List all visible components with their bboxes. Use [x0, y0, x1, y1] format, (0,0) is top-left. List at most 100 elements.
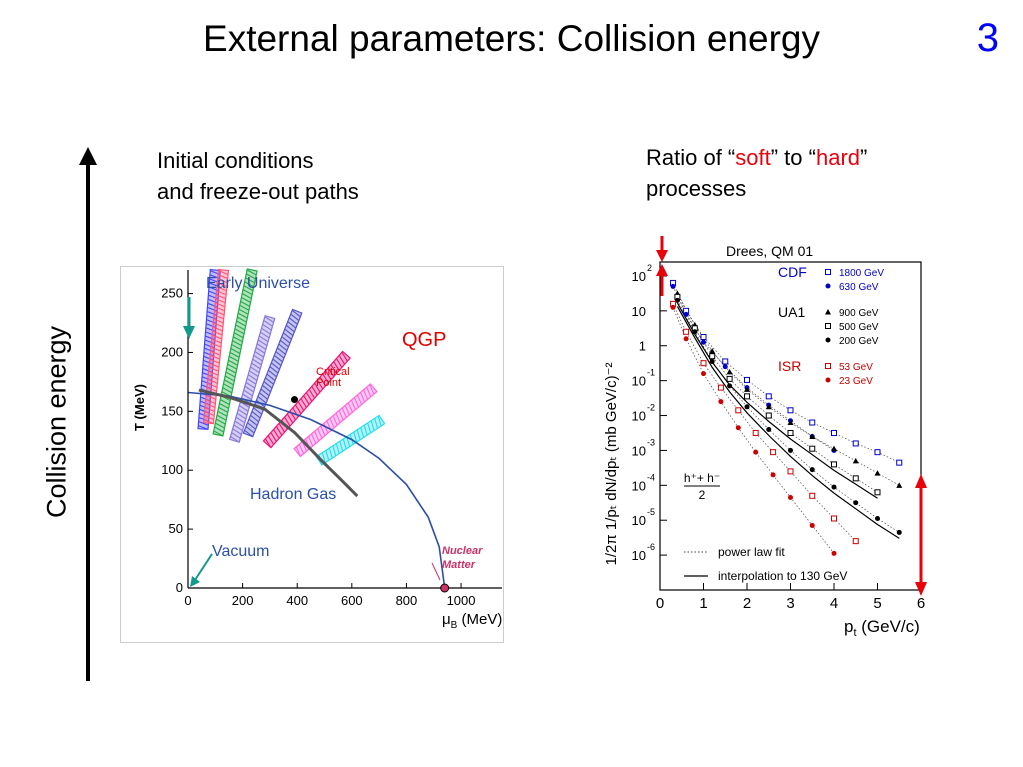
data-point — [809, 433, 816, 439]
freeze-out-hatch — [258, 335, 269, 343]
freeze-out-band — [315, 414, 386, 466]
freeze-out-hatch — [282, 332, 292, 340]
freeze-out-hatch — [248, 370, 259, 377]
freeze-out-hatch — [224, 379, 234, 386]
data-point — [874, 449, 881, 456]
freeze-out-hatch — [265, 377, 274, 385]
data-point — [753, 449, 759, 455]
freeze-out-hatch — [212, 326, 223, 332]
freeze-out-hatch — [206, 386, 217, 392]
freeze-out-hatch — [322, 373, 329, 384]
freeze-out-hatch — [224, 375, 235, 382]
freeze-out-hatch — [231, 344, 242, 351]
vacuum-arrow-head — [190, 576, 200, 587]
freeze-out-hatch — [263, 381, 273, 389]
freeze-out-hatch — [325, 370, 332, 381]
freeze-out-hatch — [341, 407, 347, 418]
freeze-out-hatch — [208, 370, 219, 376]
freeze-out-hatch — [198, 425, 209, 430]
legend-group-label: CDF — [778, 264, 807, 280]
phase-x-tick-label: 1000 — [447, 593, 476, 608]
data-point — [809, 419, 816, 426]
freeze-out-hatch — [226, 367, 237, 374]
freeze-out-hatch — [255, 347, 266, 354]
freeze-out-hatch — [229, 351, 240, 358]
freeze-out-hatch — [231, 432, 241, 439]
freeze-out-hatch — [250, 366, 260, 374]
freeze-out-hatch — [245, 273, 256, 280]
freeze-out-hatch — [205, 398, 216, 404]
freeze-out-band — [202, 268, 230, 425]
data-point — [722, 364, 728, 370]
freeze-out-hatch — [273, 354, 283, 363]
freeze-out-hatch — [335, 358, 343, 368]
spectra-x-tick-label: 3 — [786, 595, 794, 612]
freeze-out-hatch — [281, 336, 291, 344]
freeze-out-hatch — [279, 339, 289, 348]
freeze-out-hatch — [370, 420, 375, 431]
freeze-out-hatch — [218, 270, 229, 276]
critical-label-1: Critical — [316, 366, 350, 378]
freeze-out-hatch — [335, 443, 340, 454]
freeze-out-hatch — [332, 445, 337, 456]
data-point — [718, 399, 724, 405]
crossover-line — [198, 388, 359, 498]
freeze-out-hatch — [328, 447, 333, 459]
freeze-out-hatch — [257, 339, 268, 347]
freeze-out-hatch — [215, 422, 225, 429]
interpolation-line — [676, 306, 900, 539]
legend-marker — [825, 323, 831, 329]
freeze-out-hatch — [311, 385, 318, 396]
phase-axes: 0 200 400 600 800 1000 0 50 100 150 200 250 — [161, 270, 502, 608]
freeze-out-hatch — [237, 312, 248, 319]
data-point — [735, 407, 742, 414]
freeze-out-hatch — [276, 347, 286, 355]
freeze-out-hatch — [237, 408, 248, 416]
freeze-out-hatch — [234, 420, 244, 428]
data-point — [831, 515, 837, 522]
freeze-out-hatch — [350, 399, 356, 410]
freeze-out-hatch — [207, 378, 218, 384]
legend-entry-label: 200 GeV — [839, 336, 879, 347]
data-point — [787, 419, 794, 426]
spectra-y-tick-exponent: -3 — [647, 437, 655, 447]
spectra-y-tick-exponent: -1 — [647, 368, 655, 378]
data-point — [670, 283, 676, 289]
vacuum-arrow — [194, 553, 213, 581]
legend-entry-label: 53 GeV — [839, 362, 873, 373]
freeze-out-hatch — [251, 362, 261, 370]
data-point — [701, 339, 706, 345]
freeze-out-hatch — [214, 306, 225, 312]
freeze-out-hatch — [298, 443, 305, 454]
hard-word: hard — [815, 145, 861, 170]
freeze-out-hatch — [213, 430, 224, 437]
data-point — [787, 468, 794, 475]
freeze-out-hatch — [243, 389, 253, 397]
freeze-out-hatch — [212, 330, 223, 336]
freeze-out-hatch — [288, 317, 298, 325]
freeze-out-band — [212, 268, 258, 437]
critical-point-marker — [290, 396, 298, 404]
freeze-out-hatch — [242, 393, 252, 401]
freeze-out-hatch — [308, 436, 314, 447]
freeze-out-hatch — [232, 336, 243, 343]
freeze-out-hatch — [323, 423, 329, 434]
hard-arrow-bottom — [915, 582, 927, 596]
heading-mid: ” to “ — [770, 145, 816, 170]
freeze-out-hatch — [329, 418, 335, 429]
spectra-y-tick-exponent: 2 — [647, 263, 652, 273]
freeze-out-hatch — [239, 304, 250, 311]
slide-number: 3 — [976, 16, 999, 60]
nuclear-arrow — [431, 562, 441, 581]
phase-x-tick-label: 400 — [286, 593, 308, 608]
left-heading-line2: and freeze-out paths — [157, 179, 359, 204]
freeze-out-hatch — [264, 438, 272, 448]
legend-marker — [825, 283, 831, 289]
freeze-out-hatch — [225, 371, 236, 378]
freeze-out-hatch — [259, 392, 268, 400]
heading-suffix: ” — [860, 145, 868, 170]
data-point — [831, 550, 837, 556]
spectra-x-tick-label: 0 — [656, 595, 664, 612]
freeze-out-hatch — [240, 300, 251, 307]
spectra-ylabel-visible: 1/2π 1/pₜ dN/dpₜ (mb GeV/c)⁻² — [603, 362, 620, 565]
